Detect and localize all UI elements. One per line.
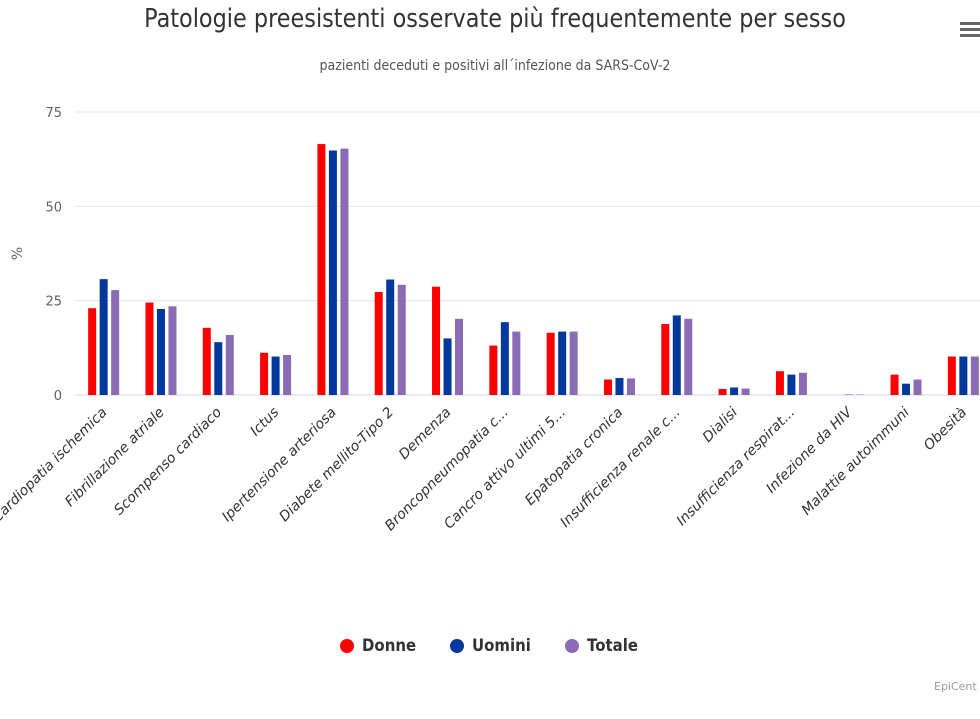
bar-totale-14 [913,379,922,395]
legend-item-uomini[interactable]: Uomini [449,636,539,656]
bar-uomini-6 [443,338,452,395]
bar-totale-12 [798,372,807,395]
bar-uomini-1 [156,308,165,395]
bar-totale-1 [168,306,177,395]
bar-donne-6 [432,286,441,395]
x-category-label-1: Fibrillazione atriale [62,405,168,511]
x-category-label-3: Ictus [247,405,282,440]
bar-totale-5 [397,284,406,395]
bar-donne-15 [947,356,956,395]
bar-donne-8 [546,332,555,395]
bar-uomini-7 [500,322,509,395]
chart-title: Patologie preesistenti osservate più fre… [144,4,846,34]
bar-uomini-11 [730,387,739,395]
bar-donne-10 [661,324,670,395]
bar-donne-0 [88,308,97,395]
legend-marker-uomini [449,639,464,653]
legend-item-totale[interactable]: Totale [564,636,645,656]
y-tick-label-25: 25 [45,295,62,310]
bar-totale-4 [340,148,349,395]
bar-uomini-10 [672,315,681,395]
bar-uomini-12 [787,374,796,395]
legend-marker-totale [564,639,579,653]
bar-totale-7 [512,331,521,395]
bar-uomini-8 [558,331,567,395]
x-category-label-5: Diabete mellito-Tipo 2 [276,404,397,525]
credits-link[interactable]: EpiCent [934,680,977,693]
bar-totale-15 [970,356,979,395]
x-category-label-11: Dialisi [700,404,741,445]
legend-label-donne: Donne [362,636,417,656]
x-category-label-2: Scompenso cardiaco [111,405,225,519]
hamburger-menu-icon[interactable] [960,22,980,38]
legend-marker-donne [340,639,354,653]
y-tick-label-75: 75 [45,106,62,121]
bar-donne-2 [202,327,211,395]
x-category-label-12: Insufficienza respirat... [674,405,799,530]
bar-uomini-4 [328,150,337,395]
bar-donne-3 [260,352,269,395]
bar-donne-14 [890,374,899,395]
legend-item-donne[interactable]: Donne [340,636,424,656]
bar-uomini-2 [214,342,223,395]
legend-label-totale: Totale [586,636,638,656]
x-category-label-15: Obesità [921,405,970,454]
bar-donne-5 [374,291,383,395]
legend-label-uomini: Uomini [471,636,531,656]
bar-uomini-15 [959,356,968,395]
bar-uomini-5 [386,279,395,395]
y-tick-label-0: 0 [54,389,62,404]
bar-totale-8 [569,331,578,395]
x-category-label-9: Epatopatia cronica [522,405,626,509]
bar-totale-6 [455,318,464,395]
bar-uomini-0 [99,279,108,395]
bar-uomini-14 [902,383,911,395]
bar-donne-1 [145,302,154,395]
bar-totale-11 [741,388,750,395]
bar-totale-0 [111,290,120,395]
bar-donne-9 [603,379,612,395]
x-category-label-4: Ipertensione arteriosa [219,405,340,526]
y-axis-title: % [10,247,26,260]
bar-donne-7 [489,345,498,395]
x-category-label-6: Demenza [396,405,454,463]
bar-totale-10 [684,318,693,395]
bar-donne-11 [718,388,727,395]
bar-totale-2 [225,335,234,395]
bar-donne-4 [317,144,326,395]
x-category-label-10: Insufficienza renale c... [557,405,683,531]
bar-uomini-9 [615,378,624,395]
x-category-label-14: Malattie autoimmuni [799,404,913,518]
chart-subtitle: pazienti deceduti e positivi all´infezio… [319,58,671,74]
bar-totale-3 [283,355,292,395]
y-tick-label-50: 50 [45,200,62,215]
bar-totale-9 [626,378,635,395]
x-category-label-0: Cardiopatia ischemica [0,405,110,526]
chart-legend: Donne Uomini Totale [340,636,644,656]
bar-donne-12 [775,371,784,395]
bar-uomini-3 [271,356,280,395]
